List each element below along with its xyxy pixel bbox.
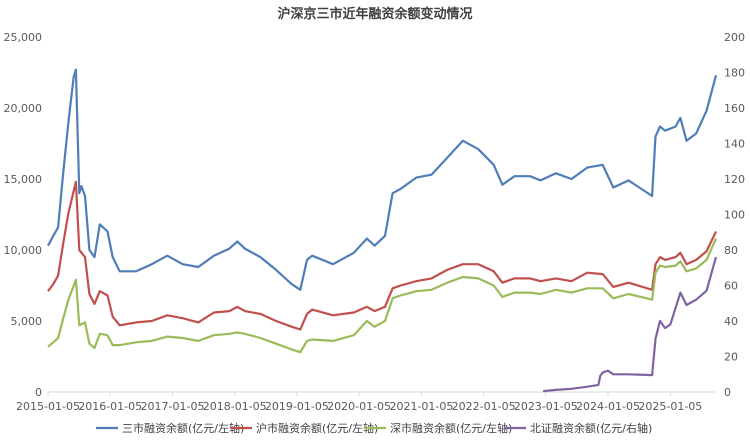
y-right-tick-label: 120	[724, 173, 745, 186]
x-tick-label: 2019-01-05	[265, 400, 329, 413]
y-left-tick-label: 5,000	[11, 315, 43, 328]
x-tick-label: 2016-01-05	[78, 400, 142, 413]
x-tick-labels: 2015-01-052016-01-052017-01-052018-01-05…	[16, 392, 702, 413]
y-left-tick-label: 10,000	[4, 244, 43, 257]
x-tick-label: 2025-01-05	[638, 400, 702, 413]
x-tick-label: 2022-01-05	[452, 400, 516, 413]
y-left-tick-label: 0	[35, 386, 42, 399]
y-right-tick-label: 60	[724, 280, 738, 293]
x-tick-label: 2024-01-05	[576, 400, 640, 413]
legend-label: 三市融资余额(亿元/左轴)	[122, 421, 244, 435]
legend-label: 沪市融资余额(亿元/左轴)	[256, 421, 378, 435]
y-right-tick-label: 160	[724, 102, 745, 115]
y-right-tick-label: 140	[724, 138, 745, 151]
series-line-1	[47, 68, 718, 291]
legend: 三市融资余额(亿元/左轴) 沪市融资余额(亿元/左轴) 深市融资余额(亿元/左轴) 北…	[96, 421, 652, 435]
x-tick-label: 2018-01-05	[203, 400, 267, 413]
series-group	[47, 68, 718, 393]
y-right-tick-label: 200	[724, 31, 745, 44]
x-tick-label: 2017-01-05	[141, 400, 205, 413]
y-right-tick-label: 180	[724, 67, 745, 80]
y-right-tick-labels: 0 20 40 60 80 100 120 140 160 180 200	[724, 31, 745, 399]
y-left-tick-labels: 0 5,000 10,000 15,000 20,000 25,000	[4, 31, 43, 399]
y-right-tick-label: 20	[724, 351, 738, 364]
y-left-tick-label: 25,000	[4, 31, 43, 44]
legend-label: 深市融资余额(亿元/左轴)	[390, 421, 512, 435]
y-right-tick-label: 0	[724, 386, 731, 399]
chart-title: 沪深京三市近年融资余额变动情况	[277, 6, 472, 22]
x-tick-label: 2020-01-05	[327, 400, 391, 413]
y-right-tick-label: 100	[724, 209, 745, 222]
y-left-tick-label: 20,000	[4, 102, 43, 115]
series-line-4	[542, 256, 718, 393]
x-tick-label: 2021-01-05	[389, 400, 453, 413]
series-line-2	[47, 180, 717, 331]
x-tick-label: 2023-01-05	[514, 400, 578, 413]
series-line-3	[47, 238, 718, 354]
y-right-tick-label: 80	[724, 244, 738, 257]
x-tick-label: 2015-01-05	[16, 400, 80, 413]
y-left-tick-label: 15,000	[4, 173, 43, 186]
legend-label: 北证融资余额(亿元/右轴)	[530, 421, 652, 435]
y-right-tick-label: 40	[724, 315, 738, 328]
